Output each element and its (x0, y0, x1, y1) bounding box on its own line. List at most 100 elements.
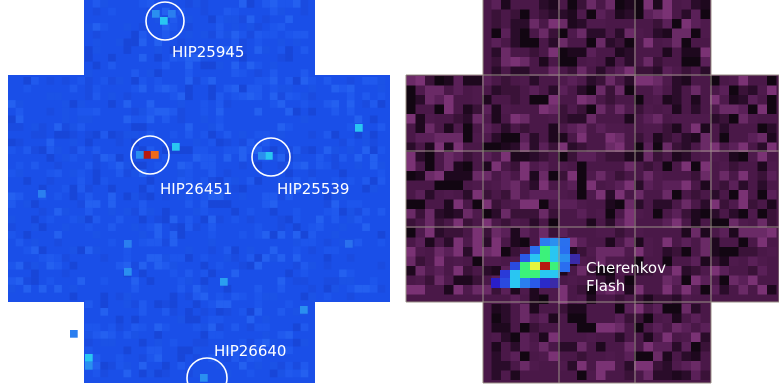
camera-pixel (558, 133, 568, 143)
camera-pixel (177, 223, 186, 231)
camera-pixel (501, 313, 511, 323)
camera-pixel (472, 133, 482, 143)
camera-pixel (700, 47, 710, 57)
camera-pixel (520, 9, 530, 19)
camera-pixel (269, 100, 278, 108)
camera-pixel (154, 223, 162, 231)
camera-pixel (162, 261, 170, 270)
camera-pixel (453, 76, 463, 86)
camera-pixel (138, 369, 147, 378)
camera-pixel (491, 57, 501, 67)
camera-pixel (605, 180, 615, 190)
camera-pixel (46, 92, 55, 101)
camera-pixel (529, 313, 539, 323)
camera-pixel (615, 104, 625, 114)
camera-pixel (681, 180, 691, 190)
camera-pixel (491, 66, 501, 76)
camera-pixel (501, 209, 511, 219)
camera-pixel (192, 138, 201, 147)
camera-pixel (292, 38, 301, 47)
camera-pixel (510, 161, 520, 171)
camera-pixel (54, 130, 62, 139)
camera-pixel (269, 154, 278, 162)
bright-pixel (200, 374, 208, 382)
camera-pixel (138, 84, 147, 93)
camera-pixel (131, 123, 139, 131)
camera-pixel (138, 23, 147, 31)
camera-pixel (415, 285, 425, 295)
camera-pixel (231, 292, 239, 301)
camera-pixel (346, 84, 355, 93)
camera-pixel (239, 69, 247, 77)
camera-pixel (223, 46, 232, 54)
camera-pixel (605, 142, 615, 152)
camera-pixel (215, 315, 224, 324)
camera-pixel (269, 77, 278, 85)
camera-pixel (501, 180, 511, 190)
camera-pixel (154, 369, 162, 378)
bright-pixel (124, 240, 132, 248)
camera-pixel (634, 228, 644, 238)
camera-pixel (539, 209, 549, 219)
camera-pixel (77, 215, 85, 224)
camera-pixel (108, 7, 116, 16)
camera-pixel (308, 223, 316, 231)
camera-pixel (15, 192, 24, 201)
camera-pixel (577, 351, 587, 361)
camera-pixel (415, 199, 425, 209)
camera-pixel (472, 285, 482, 295)
camera-pixel (300, 269, 309, 278)
camera-pixel (38, 223, 47, 231)
star-marker-hip25539 (251, 137, 291, 177)
camera-pixel (662, 142, 672, 152)
camera-pixel (738, 218, 748, 228)
camera-pixel (605, 266, 615, 276)
camera-pixel (185, 269, 193, 278)
camera-pixel (700, 133, 710, 143)
camera-pixel (672, 342, 682, 352)
flash-pixel (530, 270, 540, 280)
camera-pixel (624, 85, 634, 95)
camera-pixel (482, 285, 492, 295)
camera-pixel (567, 237, 577, 247)
camera-pixel (634, 95, 644, 105)
camera-pixel (215, 331, 224, 339)
camera-pixel (331, 184, 340, 193)
camera-pixel (491, 161, 501, 171)
camera-pixel (558, 199, 568, 209)
camera-pixel (23, 77, 32, 85)
camera-pixel (425, 190, 435, 200)
camera-pixel (491, 19, 501, 29)
flash-pixel (540, 254, 550, 264)
camera-pixel (548, 351, 558, 361)
camera-pixel (444, 199, 454, 209)
camera-pixel (700, 66, 710, 76)
camera-pixel (123, 292, 132, 301)
camera-pixel (624, 104, 634, 114)
camera-pixel (23, 246, 32, 255)
camera-pixel (131, 115, 139, 124)
camera-pixel (425, 95, 435, 105)
camera-pixel (277, 154, 286, 162)
camera-pixel (85, 207, 93, 216)
camera-pixel (482, 247, 492, 257)
camera-pixel (577, 0, 587, 10)
camera-pixel (634, 0, 644, 10)
camera-pixel (434, 209, 444, 219)
camera-pixel (292, 254, 301, 262)
camera-pixel (710, 218, 720, 228)
camera-pixel (643, 57, 653, 67)
camera-pixel (586, 294, 596, 304)
camera-pixel (415, 247, 425, 257)
camera-pixel (586, 266, 596, 276)
camera-pixel (285, 361, 293, 370)
camera-pixel (444, 161, 454, 171)
camera-pixel (223, 184, 232, 193)
camera-pixel (406, 228, 416, 238)
camera-pixel (246, 369, 255, 378)
camera-pixel (208, 223, 216, 231)
camera-pixel (223, 177, 232, 185)
camera-pixel (700, 323, 710, 333)
camera-pixel (92, 361, 101, 370)
camera-pixel (719, 85, 729, 95)
